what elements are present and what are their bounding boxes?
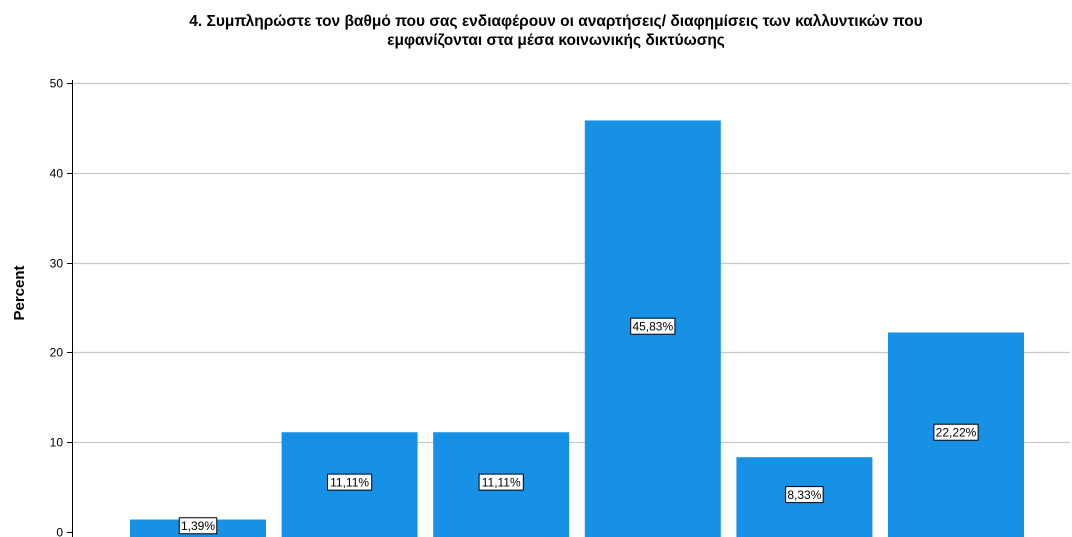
data-label: 11,11%: [330, 475, 369, 489]
data-label: 8,33%: [787, 488, 821, 502]
data-label-box: [785, 486, 824, 504]
y-tick-label: 10: [50, 436, 64, 450]
y-tick-label: 0: [56, 526, 63, 537]
chart-title: 4. Συμπληρώστε τον βαθμό που σας ενδιαφέ…: [189, 13, 922, 49]
data-label: 22,22%: [936, 426, 977, 440]
axes: 0 10 20 30 40 50: [50, 77, 73, 537]
bars: [130, 120, 1024, 537]
data-label: 45,83%: [632, 320, 673, 334]
data-label-box: [478, 473, 524, 491]
y-tick-label: 20: [50, 346, 64, 360]
data-label-box: [178, 517, 218, 535]
chart-title-line-1: 4. Συμπληρώστε τον βαθμό που σας ενδιαφέ…: [189, 13, 922, 30]
y-tick-label: 30: [50, 257, 64, 271]
y-tick-label: 40: [50, 167, 64, 181]
y-tick-label: 50: [50, 77, 64, 91]
y-axis-label: Percent: [11, 265, 28, 320]
data-label: 11,11%: [482, 475, 521, 489]
data-label-box: [630, 317, 676, 335]
data-label-box: [933, 423, 979, 441]
data-label-box: [327, 473, 373, 491]
data-label: 1,39%: [181, 519, 215, 533]
data-labels: 1,39% 11,11% 11,11% 45,83% 8,33% 22,22%: [178, 317, 979, 535]
chart-title-line-2: εμφανίζονται στα μέσα κοινωνικής δικτύωσ…: [387, 32, 725, 49]
